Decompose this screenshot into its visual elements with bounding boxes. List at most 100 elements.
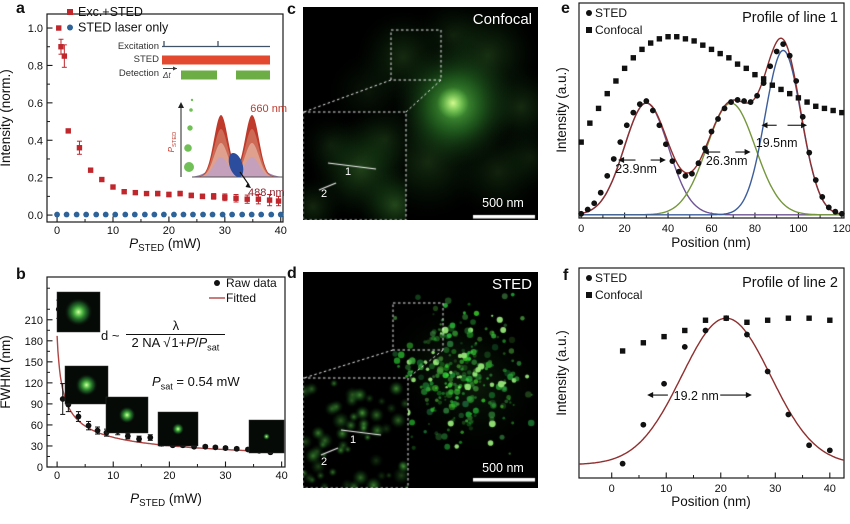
panel-letter-b: b <box>16 266 26 283</box>
scalebar-label-confocal: 500 nm <box>482 196 524 210</box>
formula-denominator: 2 NA √1+P/Psat <box>126 333 226 353</box>
curve-peak3-fit <box>581 49 842 216</box>
svg-text:100: 100 <box>789 223 807 235</box>
annotation-19.5nm: 19.5nm <box>756 136 798 150</box>
svg-text:80: 80 <box>749 223 761 235</box>
spectra-axis-label: PSTED <box>167 132 178 153</box>
svg-text:Raw data: Raw data <box>226 276 277 290</box>
annotation-23.9nm: 23.9nm <box>615 162 657 176</box>
series-Confocal <box>578 34 845 145</box>
svg-text:STED: STED <box>595 6 627 20</box>
xlabel-f: Position (nm) <box>671 494 751 509</box>
svg-text:Excitation: Excitation <box>118 41 159 52</box>
curve-Fitted <box>56 335 274 453</box>
title-f: Profile of line 2 <box>742 275 838 291</box>
panel-letter-d: d <box>287 265 297 282</box>
svg-text:180: 180 <box>25 336 43 348</box>
sted-image <box>303 272 538 488</box>
svg-text:60: 60 <box>705 223 717 235</box>
svg-text:Detection: Detection <box>119 68 159 79</box>
dip-wavelength-label: 488 nm <box>248 187 285 199</box>
formula-fraction: λ 2 NA √1+P/Psat <box>126 318 226 353</box>
series-Confocal <box>619 315 833 354</box>
svg-text:20: 20 <box>163 470 175 482</box>
svg-text:90: 90 <box>31 399 43 411</box>
ylabel-a: Intensity (norm.) <box>0 69 13 167</box>
psf-thumbnails <box>56 291 285 454</box>
svg-text:20: 20 <box>163 225 175 237</box>
curve-peak2-fit <box>581 102 842 216</box>
series-STED <box>619 315 833 467</box>
ylabel-b: FWHM (nm) <box>0 335 13 408</box>
svg-text:Confocal: Confocal <box>595 288 642 302</box>
resolution-formula: d ~ λ 2 NA √1+P/Psat <box>101 318 226 353</box>
svg-text:20: 20 <box>715 483 727 495</box>
confocal-label: Confocal <box>472 11 532 28</box>
svg-text:30: 30 <box>219 225 231 237</box>
panel-e-chart: 0 20 40 60 80 100 120 Position (nm) Intensity (a… <box>554 2 850 250</box>
title-e: Profile of line 1 <box>742 10 838 26</box>
peak-wavelength-label: 660 nm <box>250 103 287 115</box>
svg-text:30: 30 <box>31 441 43 453</box>
svg-text:60: 60 <box>31 420 43 432</box>
svg-text:Exc.+STED: Exc.+STED <box>78 5 143 19</box>
svg-text:0: 0 <box>54 470 60 482</box>
svg-text:10: 10 <box>107 225 119 237</box>
svg-text:30: 30 <box>769 483 781 495</box>
svg-text:STED: STED <box>595 271 627 285</box>
svg-text:20: 20 <box>618 223 630 235</box>
xlabel-e: Position (nm) <box>671 235 751 250</box>
svg-text:40: 40 <box>824 483 836 495</box>
legend-e: STED Confocal <box>586 6 642 37</box>
formula-lhs: d ~ <box>101 328 120 344</box>
ylabel-f: Intensity (a.u.) <box>554 330 569 416</box>
svg-text:40: 40 <box>275 225 287 237</box>
svg-text:0.2: 0.2 <box>28 173 43 185</box>
svg-text:210: 210 <box>25 315 43 327</box>
panel-letter-e: e <box>561 0 570 17</box>
series-STED laser only <box>54 211 284 218</box>
ylabel-e: Intensity (a.u.) <box>554 67 569 153</box>
delta-t-label: Δt <box>162 71 171 80</box>
xlabel-a: PSTED (mW) <box>129 236 201 254</box>
panel-b-chart: 0 10 20 30 40 0 30 60 90 120 150 180 210 PSTED (mW) FW… <box>0 276 288 509</box>
formula-numerator: λ <box>172 318 180 333</box>
series-Exc.+STED <box>56 25 282 207</box>
scalebar-label-sted: 500 nm <box>482 461 524 475</box>
psat-value: Psat = 0.54 mW <box>152 374 240 392</box>
panel-f-chart: 0 10 20 30 40 Position (nm) Intensity (a.u.) ST… <box>554 267 845 509</box>
curve-peak1-fit <box>581 102 842 216</box>
panel-a-chart: 0 10 20 30 40 0.0 0.2 0.4 0.6 0.8 1.0 PSTED (mW) Int… <box>0 5 287 254</box>
line2-label-sted: 2 <box>321 456 328 468</box>
xlabel-b: PSTED (mW) <box>130 491 202 509</box>
svg-text:STED laser only: STED laser only <box>78 21 169 35</box>
timing-inset: Excitation STED Detection Δt <box>118 41 270 80</box>
panel-letter-a: a <box>16 0 25 17</box>
sted-label: STED <box>491 276 532 293</box>
curve-total-fit <box>581 37 842 215</box>
svg-text:30: 30 <box>219 470 231 482</box>
svg-text:0.8: 0.8 <box>28 60 43 72</box>
svg-text:0.6: 0.6 <box>28 98 43 110</box>
annotation-19.2 nm: 19.2 nm <box>674 389 719 403</box>
spectra-inset: PSTED 660 nm 488 nm <box>167 98 287 199</box>
svg-text:10: 10 <box>107 470 119 482</box>
series-STED <box>578 41 845 217</box>
svg-text:0: 0 <box>609 483 615 495</box>
curve-gauss-fit <box>578 317 845 465</box>
svg-text:0: 0 <box>54 225 60 237</box>
svg-text:120: 120 <box>833 223 850 235</box>
svg-text:0: 0 <box>578 223 584 235</box>
line1-label-sted: 1 <box>350 434 357 446</box>
legend-a: Exc.+STED STED laser only <box>67 5 169 35</box>
line1-label-confocal: 1 <box>345 166 352 178</box>
svg-text:0.4: 0.4 <box>28 135 43 147</box>
svg-text:1.0: 1.0 <box>28 23 43 35</box>
annotation-26.3nm: 26.3nm <box>706 154 748 168</box>
svg-text:150: 150 <box>25 357 43 369</box>
legend-f: STED Confocal <box>586 271 642 302</box>
svg-text:STED: STED <box>134 54 159 65</box>
svg-text:40: 40 <box>662 223 674 235</box>
